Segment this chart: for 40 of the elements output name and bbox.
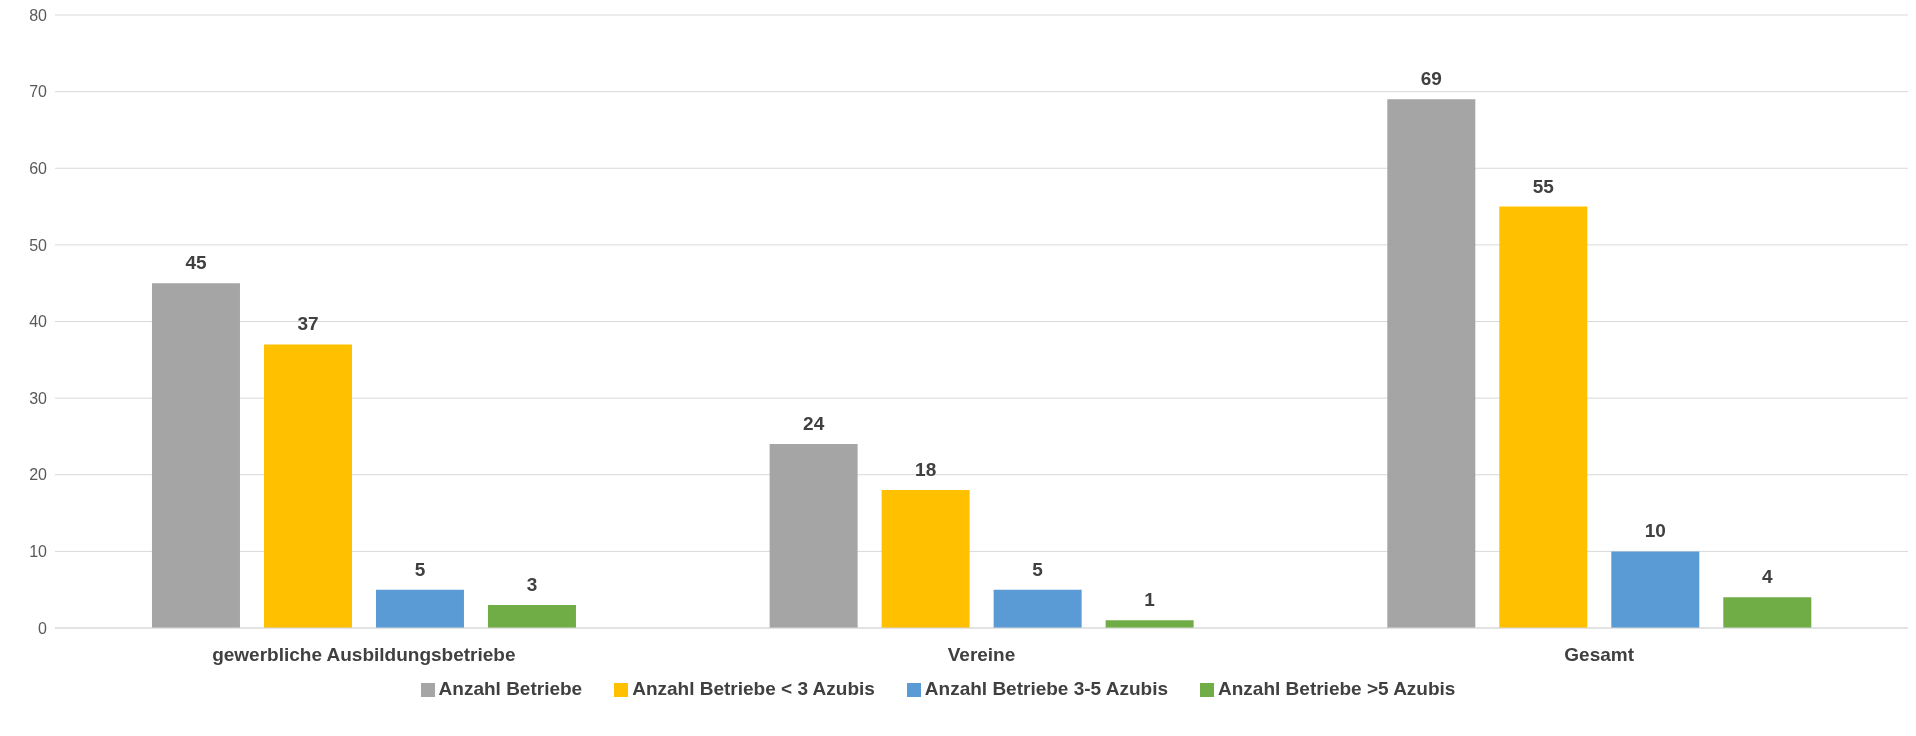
x-tick-label: Gesamt	[1564, 644, 1635, 666]
y-tick-label: 20	[29, 466, 48, 484]
y-tick-label: 40	[29, 313, 48, 331]
bar	[1499, 206, 1588, 628]
x-tick-label: Vereine	[947, 644, 1016, 666]
data-label: 4	[1762, 566, 1774, 588]
bar	[881, 490, 970, 628]
bar	[993, 589, 1082, 628]
data-label: 10	[1644, 520, 1666, 542]
bar	[1723, 597, 1812, 628]
y-tick-label: 60	[29, 159, 48, 177]
y-tick-label: 30	[29, 389, 48, 407]
legend-label: Anzahl Betriebe >5 Azubis	[1218, 678, 1456, 699]
bar	[1611, 551, 1700, 628]
x-tick-label: gewerbliche Ausbildungsbetriebe	[212, 644, 516, 666]
data-label: 37	[297, 313, 319, 335]
data-label: 3	[526, 574, 538, 596]
y-tick-label: 50	[29, 236, 48, 254]
y-tick-label: 80	[29, 6, 48, 24]
bar	[769, 444, 858, 628]
bar	[1105, 620, 1194, 628]
data-label: 5	[414, 558, 426, 580]
bar	[151, 283, 240, 628]
data-label: 5	[1032, 558, 1044, 580]
y-tick-label: 10	[29, 543, 48, 561]
legend-label: Anzahl Betriebe	[438, 678, 583, 699]
legend-label: Anzahl Betriebe 3-5 Azubis	[924, 678, 1169, 699]
bar	[263, 344, 352, 628]
data-label: 18	[915, 459, 937, 481]
y-tick-label: 0	[38, 619, 48, 637]
bar	[375, 589, 464, 628]
data-label: 55	[1532, 175, 1555, 197]
data-label: 45	[185, 252, 207, 274]
data-label: 1	[1144, 589, 1156, 611]
legend-label: Anzahl Betriebe < 3 Azubis	[632, 678, 875, 699]
data-label: 24	[803, 413, 825, 435]
bar	[1387, 99, 1476, 628]
data-label: 69	[1420, 68, 1442, 90]
bar	[487, 605, 576, 628]
y-tick-label: 70	[29, 83, 48, 101]
